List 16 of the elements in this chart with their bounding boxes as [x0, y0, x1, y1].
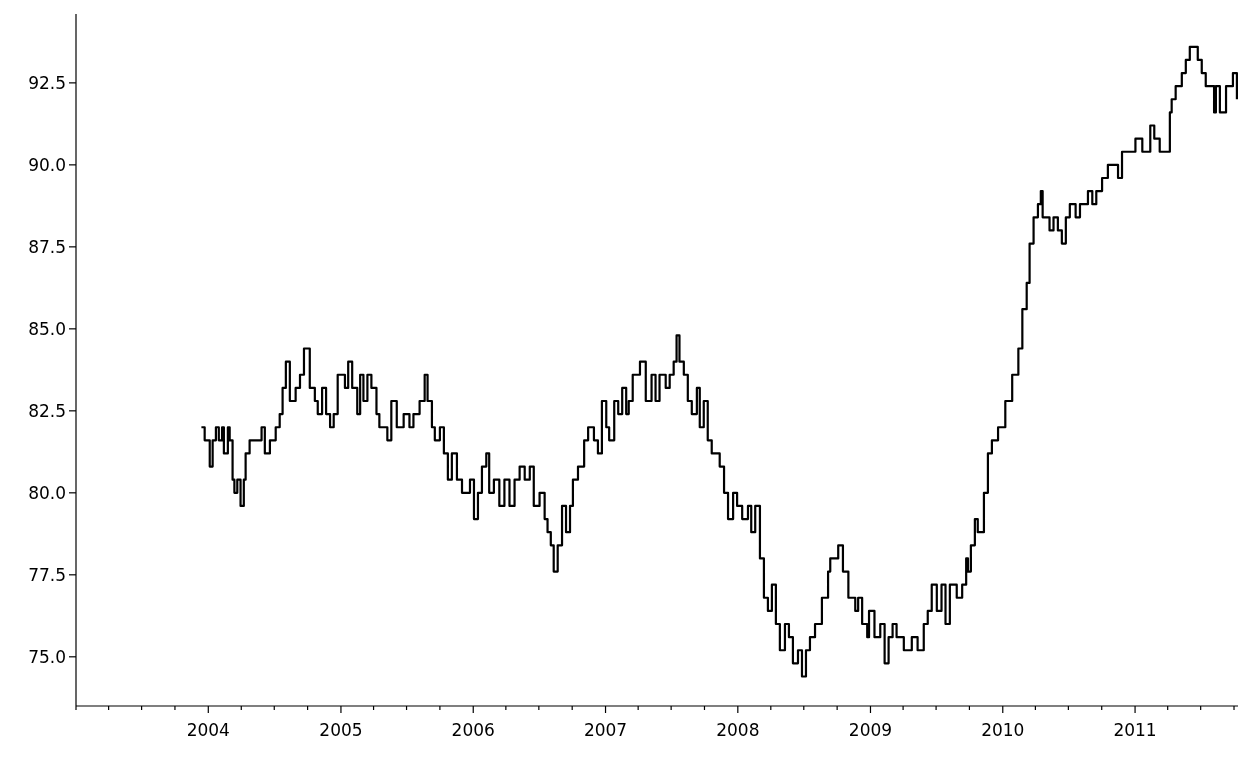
y-tick-label: 92.5 [28, 72, 66, 93]
y-tick-label: 80.0 [28, 482, 66, 503]
y-tick-label: 75.0 [28, 646, 66, 667]
y-tick-label: 90.0 [28, 154, 66, 175]
x-tick-label: 2009 [848, 720, 893, 740]
x-tick-label: 2010 [981, 720, 1025, 740]
y-tick-label: 87.5 [28, 236, 66, 257]
y-tick-label: 85.0 [28, 318, 66, 339]
x-tick-label: 2006 [451, 720, 495, 740]
x-tick-label: 2011 [1113, 720, 1157, 740]
x-tick-label: 2005 [319, 720, 363, 740]
x-tick-label: 2008 [716, 720, 760, 740]
y-tick-label: 77.5 [28, 564, 66, 585]
x-tick-label: 2004 [186, 720, 230, 740]
y-tick-label: 82.5 [28, 400, 66, 421]
x-tick-label: 2007 [583, 720, 628, 740]
